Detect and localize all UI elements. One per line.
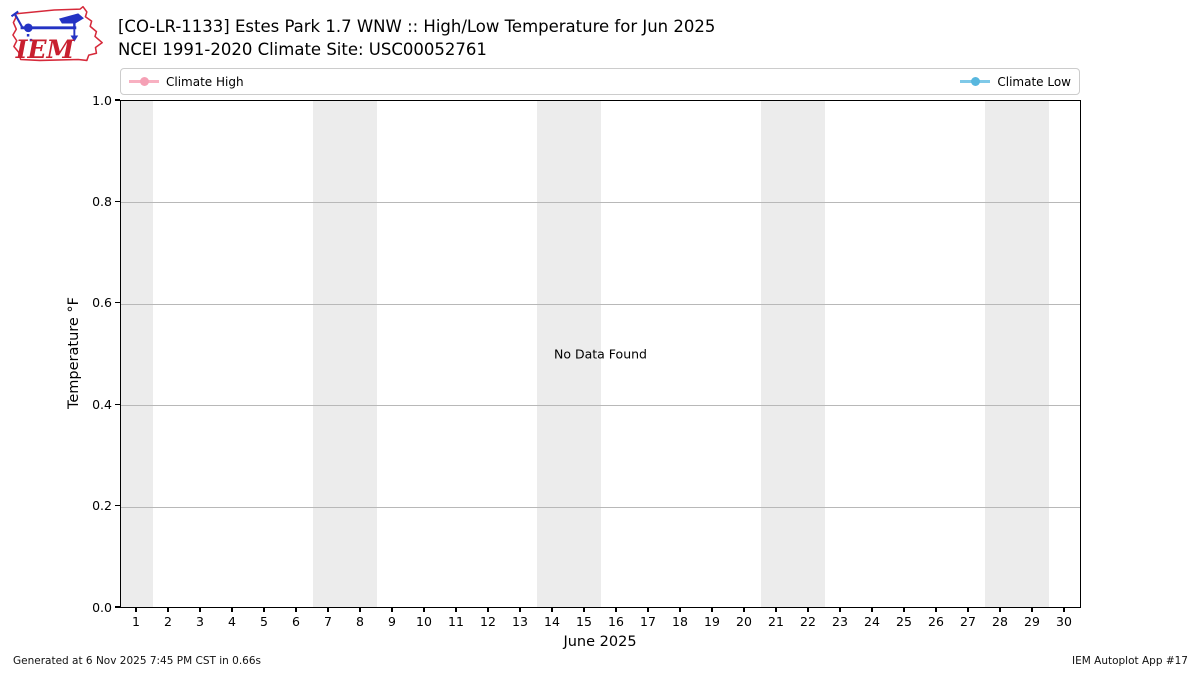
- x-tick-label: 21: [768, 614, 784, 629]
- x-tick-label: 20: [736, 614, 752, 629]
- x-tick-mark: [1063, 608, 1065, 612]
- x-tick-label: 3: [196, 614, 204, 629]
- x-tick-mark: [711, 608, 713, 612]
- x-tick-label: 14: [544, 614, 560, 629]
- x-tick-mark: [967, 608, 969, 612]
- x-tick-mark: [679, 608, 681, 612]
- x-tick-label: 11: [448, 614, 464, 629]
- iem-logo-text: IEM: [15, 35, 76, 64]
- x-tick-label: 1: [132, 614, 140, 629]
- x-tick-label: 19: [704, 614, 720, 629]
- x-tick-mark: [743, 608, 745, 612]
- legend-item-climate-high: Climate High: [129, 75, 244, 89]
- x-tick-mark: [807, 608, 809, 612]
- weekend-band: [537, 101, 601, 607]
- x-tick-label: 10: [416, 614, 432, 629]
- x-tick-label: 15: [576, 614, 592, 629]
- no-data-message: No Data Found: [554, 346, 647, 362]
- x-tick-mark: [295, 608, 297, 612]
- climate-high-marker-icon: [129, 75, 159, 89]
- x-tick-label: 9: [388, 614, 396, 629]
- title-block: [CO-LR-1133] Estes Park 1.7 WNW :: High/…: [118, 15, 715, 61]
- legend-label-climate-high: Climate High: [166, 74, 244, 89]
- weather-vane-icon: [11, 10, 84, 42]
- x-tick-mark: [775, 608, 777, 612]
- x-tick-mark: [391, 608, 393, 612]
- y-tick-label: 0.2: [92, 498, 112, 514]
- x-tick-mark: [615, 608, 617, 612]
- x-tick-mark: [647, 608, 649, 612]
- y-tick-label: 0.0: [92, 599, 112, 615]
- x-tick-mark: [551, 608, 553, 612]
- x-tick-label: 17: [640, 614, 656, 629]
- x-tick-label: 30: [1056, 614, 1072, 629]
- chart-title: [CO-LR-1133] Estes Park 1.7 WNW :: High/…: [118, 17, 716, 36]
- x-tick-mark: [519, 608, 521, 612]
- x-tick-mark: [327, 608, 329, 612]
- x-tick-mark: [935, 608, 937, 612]
- x-tick-mark: [487, 608, 489, 612]
- x-tick-mark: [455, 608, 457, 612]
- weekend-band: [985, 101, 1049, 607]
- generated-timestamp: Generated at 6 Nov 2025 7:45 PM CST in 0…: [13, 655, 261, 667]
- x-tick-mark: [1031, 608, 1033, 612]
- x-tick-label: 18: [672, 614, 688, 629]
- y-axis-label: Temperature °F: [66, 296, 82, 410]
- x-tick-label: 27: [960, 614, 976, 629]
- x-tick-label: 26: [928, 614, 944, 629]
- app-credit: IEM Autoplot App #17: [1072, 655, 1188, 667]
- x-tick-label: 23: [832, 614, 848, 629]
- y-tick-label: 0.8: [92, 193, 112, 209]
- weekend-band: [761, 101, 825, 607]
- iem-logo: IEM: [11, 5, 103, 64]
- gridline: [121, 506, 1080, 508]
- x-tick-mark: [135, 608, 137, 612]
- x-tick-label: 22: [800, 614, 816, 629]
- x-tick-label: 29: [1024, 614, 1040, 629]
- climate-low-marker-icon: [960, 75, 991, 89]
- legend-label-climate-low: Climate Low: [997, 74, 1071, 89]
- x-tick-label: 2: [164, 614, 172, 629]
- x-tick-mark: [839, 608, 841, 612]
- x-tick-label: 8: [356, 614, 364, 629]
- x-tick-mark: [871, 608, 873, 612]
- x-tick-mark: [167, 608, 169, 612]
- y-tick-label: 1.0: [92, 92, 112, 108]
- x-tick-mark: [583, 608, 585, 612]
- x-tick-mark: [903, 608, 905, 612]
- chart-subtitle: NCEI 1991-2020 Climate Site: USC00052761: [118, 40, 487, 59]
- x-tick-label: 12: [480, 614, 496, 629]
- x-tick-mark: [999, 608, 1001, 612]
- gridline: [121, 202, 1080, 204]
- x-tick-mark: [359, 608, 361, 612]
- x-axis-label: June 2025: [563, 634, 637, 650]
- gridline: [121, 405, 1080, 407]
- x-tick-mark: [423, 608, 425, 612]
- x-tick-label: 25: [896, 614, 912, 629]
- x-tick-label: 5: [260, 614, 268, 629]
- x-tick-mark: [263, 608, 265, 612]
- weekend-band: [121, 101, 153, 607]
- x-tick-label: 28: [992, 614, 1008, 629]
- x-tick-label: 16: [608, 614, 624, 629]
- legend: Climate High Climate Low: [120, 68, 1080, 95]
- iowa-outline-icon: [12, 5, 103, 62]
- x-tick-label: 7: [324, 614, 332, 629]
- x-tick-label: 13: [512, 614, 528, 629]
- x-tick-mark: [231, 608, 233, 612]
- plot-area: No Data Found: [120, 100, 1081, 608]
- x-tick-label: 4: [228, 614, 236, 629]
- x-tick-mark: [199, 608, 201, 612]
- x-tick-label: 6: [292, 614, 300, 629]
- gridline: [121, 303, 1080, 305]
- legend-item-climate-low: Climate Low: [960, 75, 1071, 89]
- weekend-band: [313, 101, 377, 607]
- x-tick-label: 24: [864, 614, 880, 629]
